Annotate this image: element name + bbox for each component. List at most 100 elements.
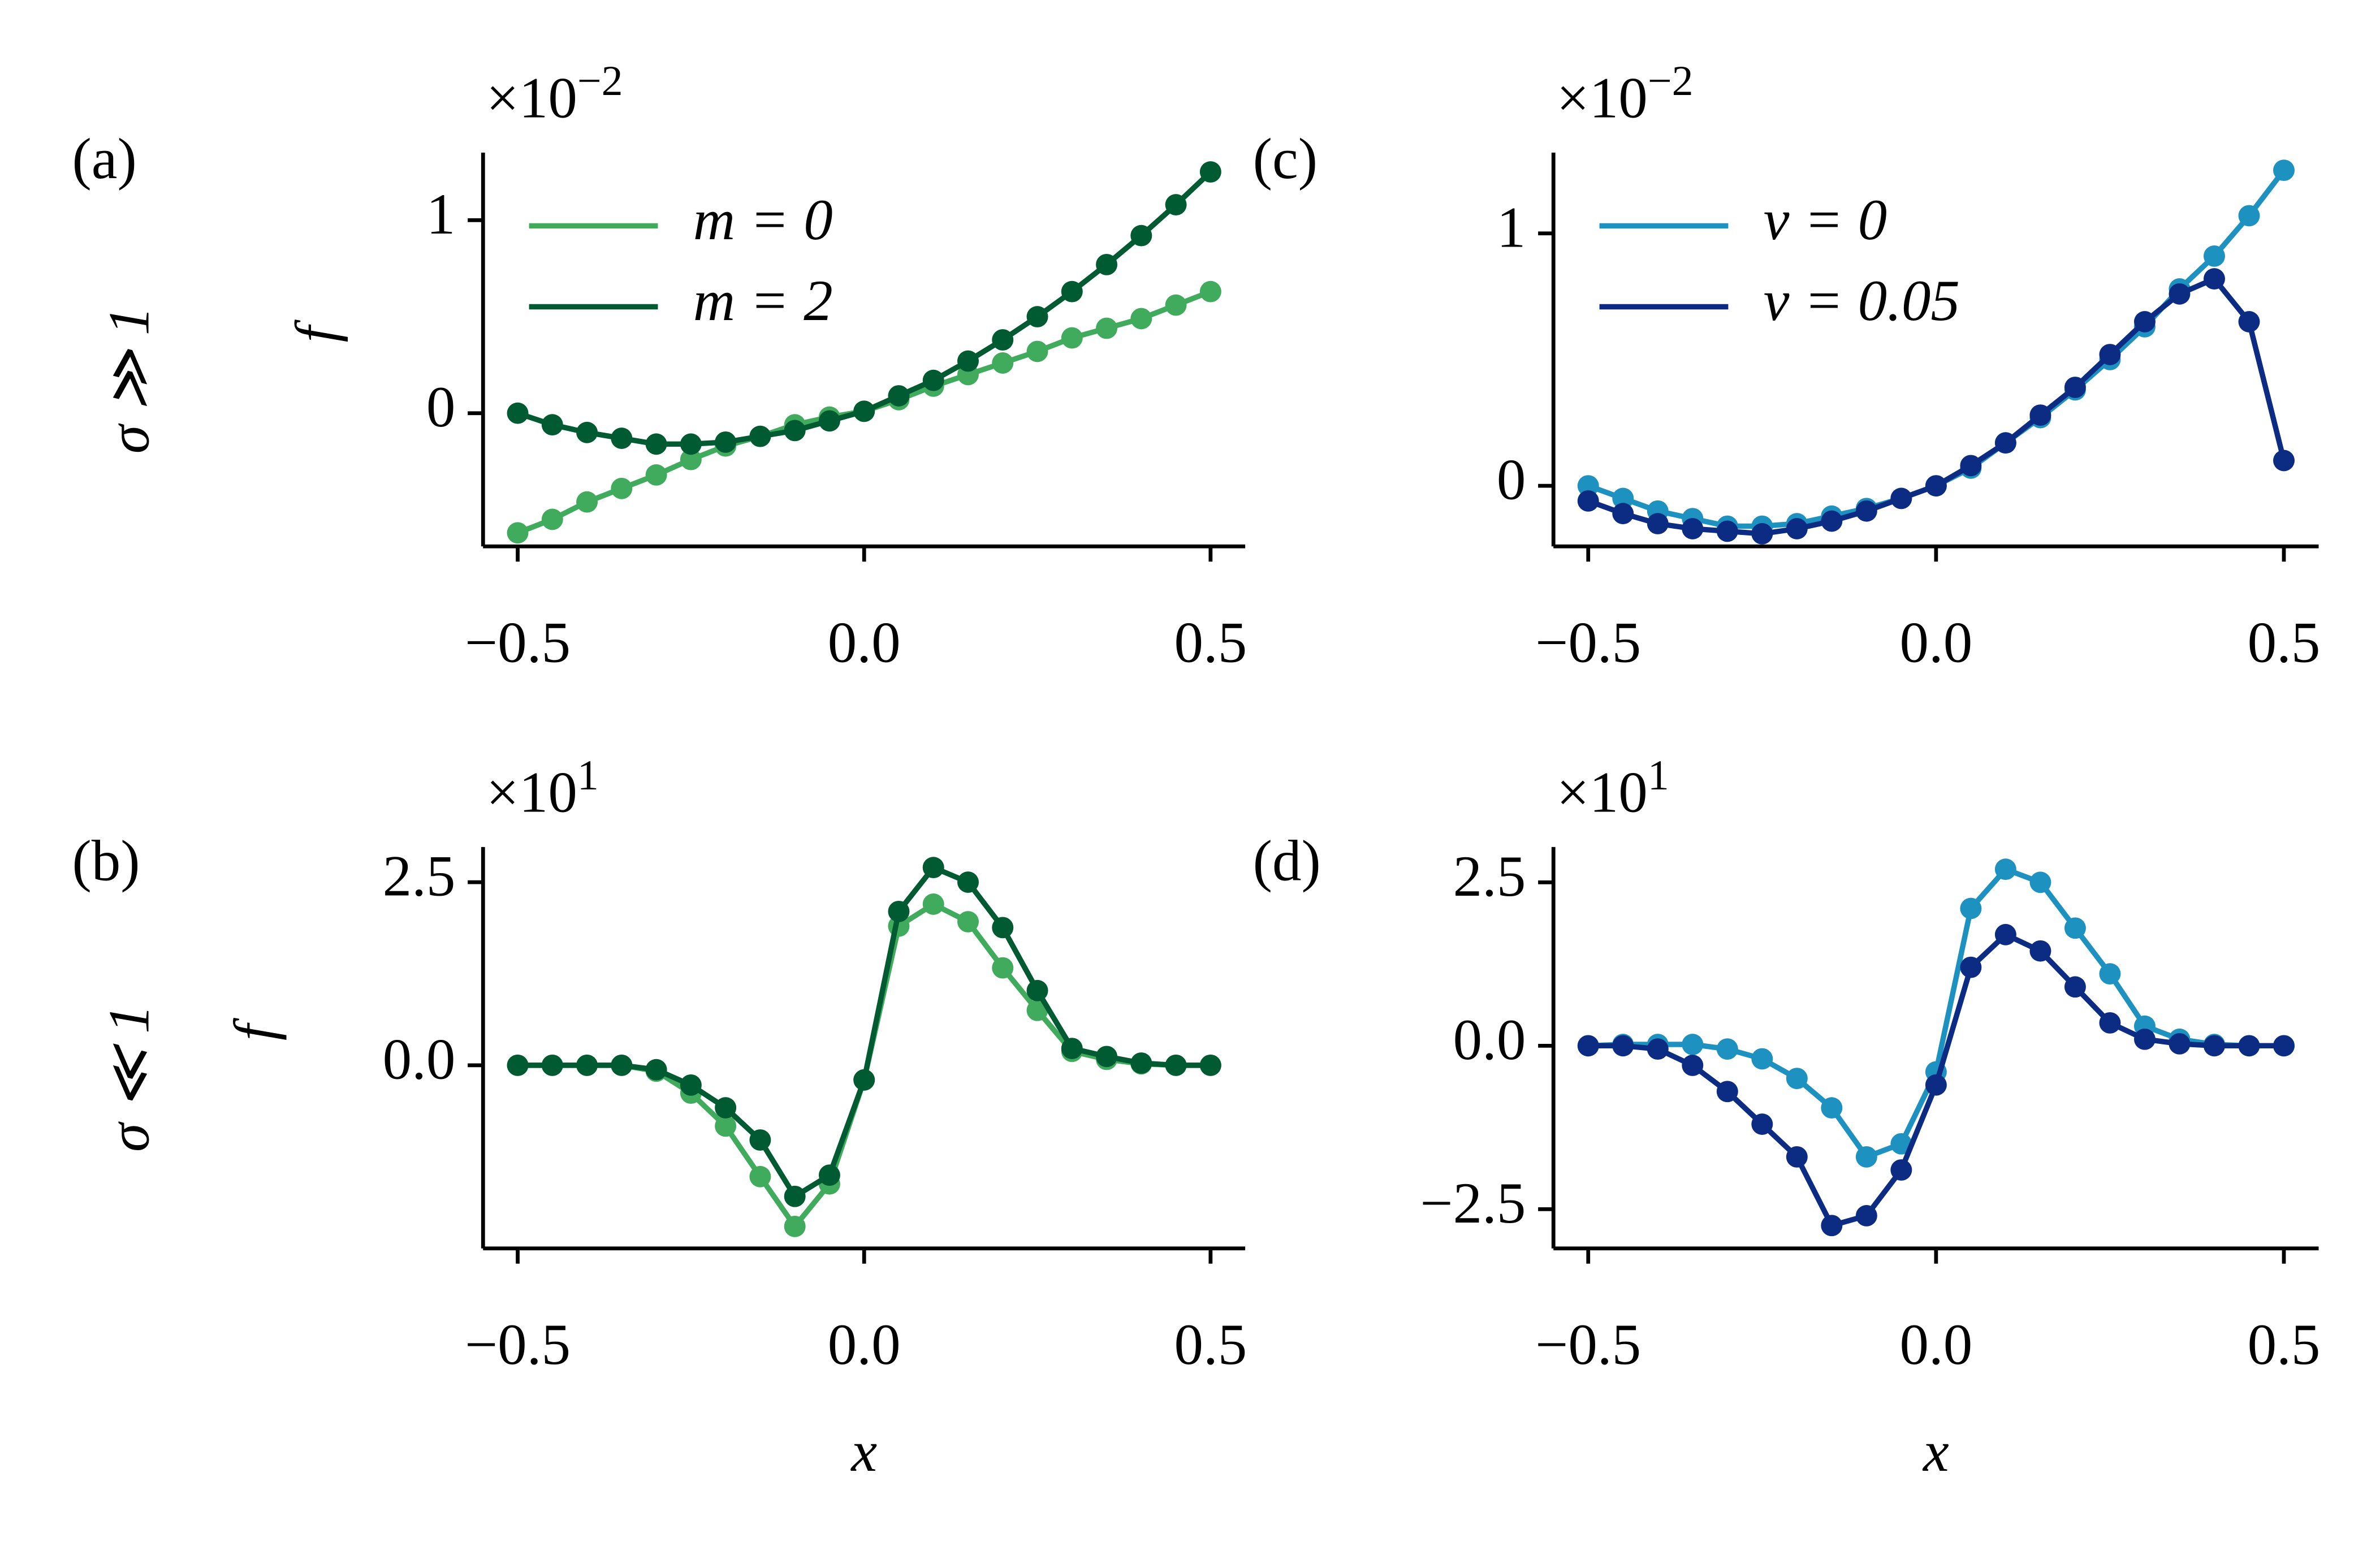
data-point [507, 402, 529, 424]
data-point [1716, 1081, 1738, 1103]
data-point [888, 900, 910, 922]
data-point [1960, 956, 1982, 978]
legend-label: v = 0.05 [1764, 269, 1960, 333]
data-point [1165, 294, 1187, 316]
offset-base: ×10 [1557, 760, 1648, 824]
data-point [645, 464, 667, 486]
y-tick-label: 1 [1497, 195, 1526, 260]
x-tick-label: 0.5 [1174, 611, 1247, 675]
legend-label: v = 0 [1764, 188, 1887, 252]
data-point [2238, 1035, 2260, 1057]
y-tick-label: 1 [426, 182, 456, 247]
data-point [2099, 344, 2121, 365]
offset-base: ×10 [486, 760, 577, 824]
data-point [2203, 1035, 2225, 1057]
x-tick-label: 0.0 [1899, 611, 1972, 675]
data-point [1612, 1035, 1634, 1057]
data-point [2273, 450, 2295, 472]
data-point [1130, 224, 1152, 247]
offset-text: ×101 [1557, 752, 1669, 824]
data-point [1612, 503, 1634, 525]
y-tick-label: 2.5 [383, 844, 456, 909]
data-point [957, 350, 979, 372]
data-point [1890, 1133, 1912, 1155]
data-point [2029, 404, 2051, 426]
data-point [1096, 317, 1118, 339]
data-point [541, 414, 563, 436]
data-point [749, 1129, 771, 1151]
data-point [2099, 1012, 2121, 1034]
offset-base: ×10 [1557, 66, 1648, 130]
data-point [1716, 520, 1738, 542]
data-point [1821, 510, 1843, 532]
offset-exponent: −2 [1648, 58, 1694, 105]
x-tick-label: 0.5 [1174, 1312, 1247, 1377]
data-point [1026, 306, 1048, 327]
data-point [645, 1059, 667, 1081]
data-point [1855, 1146, 1877, 1168]
data-point [1682, 1034, 1704, 1055]
data-point [818, 1164, 840, 1186]
y-axis-label: f [284, 319, 348, 342]
data-point [2099, 963, 2121, 985]
x-axis-label: x [850, 1419, 877, 1484]
data-point [2203, 245, 2225, 267]
panel-label: (c) [1253, 127, 1318, 191]
x-tick-label: 0.5 [2248, 611, 2321, 675]
data-point [1925, 475, 1947, 496]
data-point [715, 1097, 737, 1119]
x-tick-label: 0.5 [2248, 1312, 2321, 1377]
data-point [715, 1115, 737, 1137]
series-line [517, 864, 1211, 1200]
data-point [1577, 1035, 1599, 1057]
data-point [1026, 999, 1048, 1021]
data-point [1061, 280, 1083, 303]
data-point [507, 1054, 529, 1076]
data-point [1061, 1038, 1083, 1059]
data-point [1199, 161, 1221, 183]
data-point [576, 491, 598, 513]
data-point [1786, 1068, 1808, 1090]
panel-label: (a) [72, 127, 136, 191]
data-point [680, 433, 702, 455]
data-point [680, 448, 702, 470]
data-point [1751, 1113, 1773, 1135]
data-point [2169, 1033, 2191, 1055]
data-point [2238, 311, 2260, 332]
row-label: σ ≪ 1 [97, 1005, 161, 1152]
data-point [749, 1165, 771, 1187]
data-point [1751, 523, 1773, 545]
x-tick-label: −0.5 [1535, 1312, 1641, 1377]
y-axis-label: f [222, 1017, 287, 1040]
data-point [1061, 327, 1083, 349]
data-point [1821, 1097, 1843, 1119]
data-point [992, 352, 1014, 374]
data-point [1199, 280, 1221, 303]
data-point [957, 911, 979, 932]
data-point [541, 508, 563, 530]
x-tick-label: −0.5 [465, 611, 571, 675]
panel-label: (b) [72, 829, 140, 893]
data-point [1165, 1054, 1187, 1076]
data-point [1096, 1046, 1118, 1068]
x-tick-label: 0.0 [1899, 1312, 1972, 1377]
series-line [1588, 866, 2284, 1160]
data-point [680, 1074, 702, 1096]
data-point [2273, 1035, 2295, 1057]
data-point [2133, 1028, 2156, 1050]
data-point [1960, 455, 1982, 477]
data-point [541, 1054, 563, 1076]
x-tick-label: −0.5 [1535, 611, 1641, 675]
y-tick-label: −2.5 [1420, 1171, 1526, 1236]
x-tick-label: 0.0 [828, 611, 901, 675]
data-point [1925, 1074, 1947, 1096]
data-point [576, 421, 598, 443]
data-point [784, 1215, 806, 1237]
data-point [853, 1069, 875, 1091]
data-point [611, 1054, 633, 1076]
data-point [1855, 1205, 1877, 1227]
data-point [2169, 283, 2191, 305]
offset-exponent: −2 [577, 58, 623, 105]
data-point [1890, 487, 1912, 509]
data-point [1647, 513, 1669, 534]
